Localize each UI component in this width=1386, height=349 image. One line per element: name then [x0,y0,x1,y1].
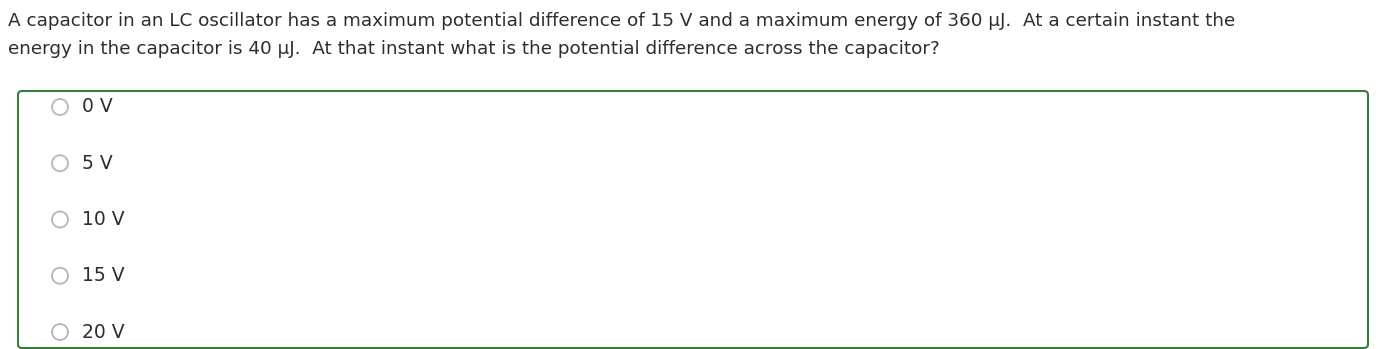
Ellipse shape [53,155,68,171]
Text: A capacitor in an LC oscillator has a maximum potential difference of 15 V and a: A capacitor in an LC oscillator has a ma… [8,12,1235,30]
Text: 20 V: 20 V [82,322,125,342]
Ellipse shape [53,268,68,284]
Ellipse shape [53,99,68,115]
Text: 15 V: 15 V [82,266,125,285]
Text: 5 V: 5 V [82,154,112,173]
Ellipse shape [53,211,68,228]
Text: 10 V: 10 V [82,210,125,229]
FancyBboxPatch shape [18,91,1368,348]
Text: 0 V: 0 V [82,97,112,117]
Ellipse shape [53,324,68,340]
Text: energy in the capacitor is 40 μJ.  At that instant what is the potential differe: energy in the capacitor is 40 μJ. At tha… [8,40,940,58]
